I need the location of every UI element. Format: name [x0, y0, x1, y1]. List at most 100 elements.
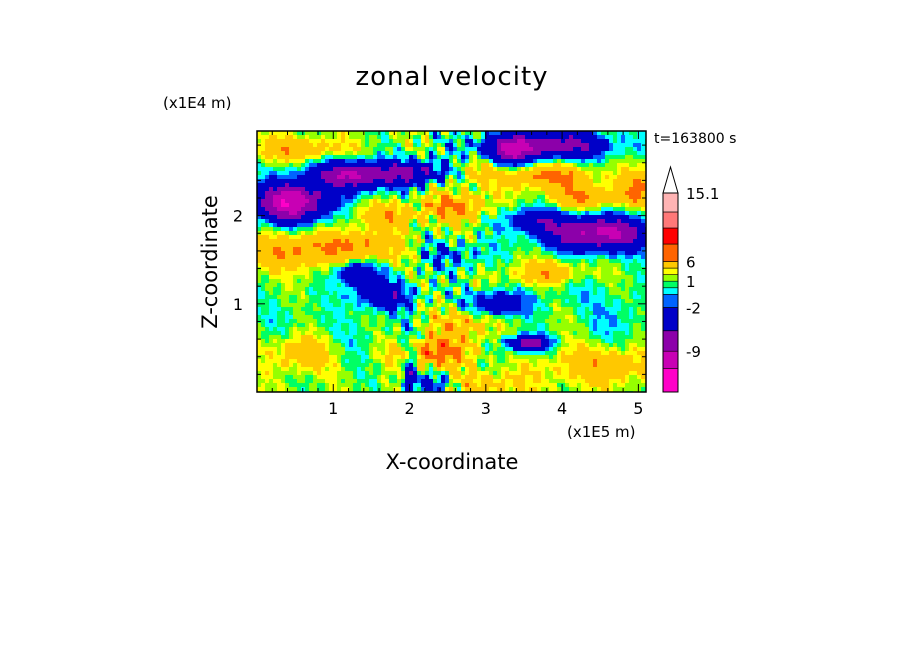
- field-cell: [477, 195, 482, 200]
- field-cell: [365, 215, 370, 220]
- field-cell: [501, 223, 506, 228]
- field-cell: [421, 327, 426, 332]
- field-cell: [385, 131, 390, 136]
- field-cell: [261, 299, 266, 304]
- field-cell: [385, 323, 390, 328]
- field-cell: [269, 147, 274, 152]
- field-cell: [281, 287, 286, 292]
- field-cell: [497, 147, 502, 152]
- field-cell: [585, 323, 590, 328]
- field-cell: [509, 215, 514, 220]
- field-cell: [573, 243, 578, 248]
- field-cell: [545, 151, 550, 156]
- field-cell: [617, 227, 622, 232]
- field-cell: [601, 287, 606, 292]
- field-cell: [513, 219, 518, 224]
- field-cell: [485, 211, 490, 216]
- field-cell: [557, 275, 562, 280]
- field-cell: [545, 247, 550, 252]
- field-cell: [489, 159, 494, 164]
- field-cell: [549, 247, 554, 252]
- field-cell: [333, 267, 338, 272]
- field-cell: [569, 203, 574, 208]
- field-cell: [521, 323, 526, 328]
- field-cell: [397, 291, 402, 296]
- field-cell: [445, 163, 450, 168]
- field-cell: [605, 323, 610, 328]
- field-cell: [377, 299, 382, 304]
- field-cell: [589, 131, 594, 136]
- field-cell: [529, 319, 534, 324]
- field-cell: [545, 259, 550, 264]
- field-cell: [257, 155, 262, 160]
- field-cell: [433, 303, 438, 308]
- field-cell: [545, 203, 550, 208]
- field-cell: [297, 303, 302, 308]
- field-cell: [385, 179, 390, 184]
- field-cell: [525, 279, 530, 284]
- field-cell: [269, 187, 274, 192]
- field-cell: [613, 171, 618, 176]
- field-cell: [321, 147, 326, 152]
- field-cell: [373, 247, 378, 252]
- field-cell: [633, 263, 638, 268]
- field-cell: [585, 179, 590, 184]
- field-cell: [485, 219, 490, 224]
- field-cell: [289, 275, 294, 280]
- field-cell: [397, 195, 402, 200]
- field-cell: [477, 191, 482, 196]
- field-cell: [301, 267, 306, 272]
- field-cell: [305, 267, 310, 272]
- field-cell: [533, 191, 538, 196]
- field-cell: [393, 203, 398, 208]
- field-cell: [549, 319, 554, 324]
- field-cell: [545, 307, 550, 312]
- field-cell: [641, 279, 646, 284]
- field-cell: [593, 271, 598, 276]
- field-cell: [449, 279, 454, 284]
- field-cell: [305, 239, 310, 244]
- field-cell: [525, 283, 530, 288]
- field-cell: [273, 203, 278, 208]
- field-cell: [557, 163, 562, 168]
- field-cell: [369, 219, 374, 224]
- field-cell: [609, 175, 614, 180]
- field-cell: [513, 247, 518, 252]
- field-cell: [533, 163, 538, 168]
- field-cell: [269, 195, 274, 200]
- field-cell: [401, 183, 406, 188]
- field-cell: [589, 219, 594, 224]
- field-cell: [493, 267, 498, 272]
- field-cell: [405, 327, 410, 332]
- field-cell: [305, 247, 310, 252]
- field-cell: [349, 251, 354, 256]
- field-cell: [449, 227, 454, 232]
- field-cell: [521, 215, 526, 220]
- field-cell: [481, 171, 486, 176]
- field-cell: [585, 243, 590, 248]
- field-cell: [617, 247, 622, 252]
- field-cell: [349, 151, 354, 156]
- field-cell: [405, 243, 410, 248]
- field-cell: [621, 183, 626, 188]
- field-cell: [489, 147, 494, 152]
- field-cell: [633, 231, 638, 236]
- field-cell: [593, 243, 598, 248]
- field-cell: [461, 327, 466, 332]
- field-cell: [365, 199, 370, 204]
- field-cell: [633, 219, 638, 224]
- field-cell: [337, 315, 342, 320]
- field-cell: [493, 231, 498, 236]
- field-cell: [381, 283, 386, 288]
- field-cell: [465, 239, 470, 244]
- field-cell: [329, 331, 334, 336]
- field-cell: [261, 167, 266, 172]
- field-cell: [637, 223, 642, 228]
- field-cell: [393, 163, 398, 168]
- field-cell: [573, 155, 578, 160]
- field-cell: [445, 251, 450, 256]
- field-cell: [321, 231, 326, 236]
- field-cell: [261, 303, 266, 308]
- field-cell: [397, 247, 402, 252]
- field-cell: [397, 279, 402, 284]
